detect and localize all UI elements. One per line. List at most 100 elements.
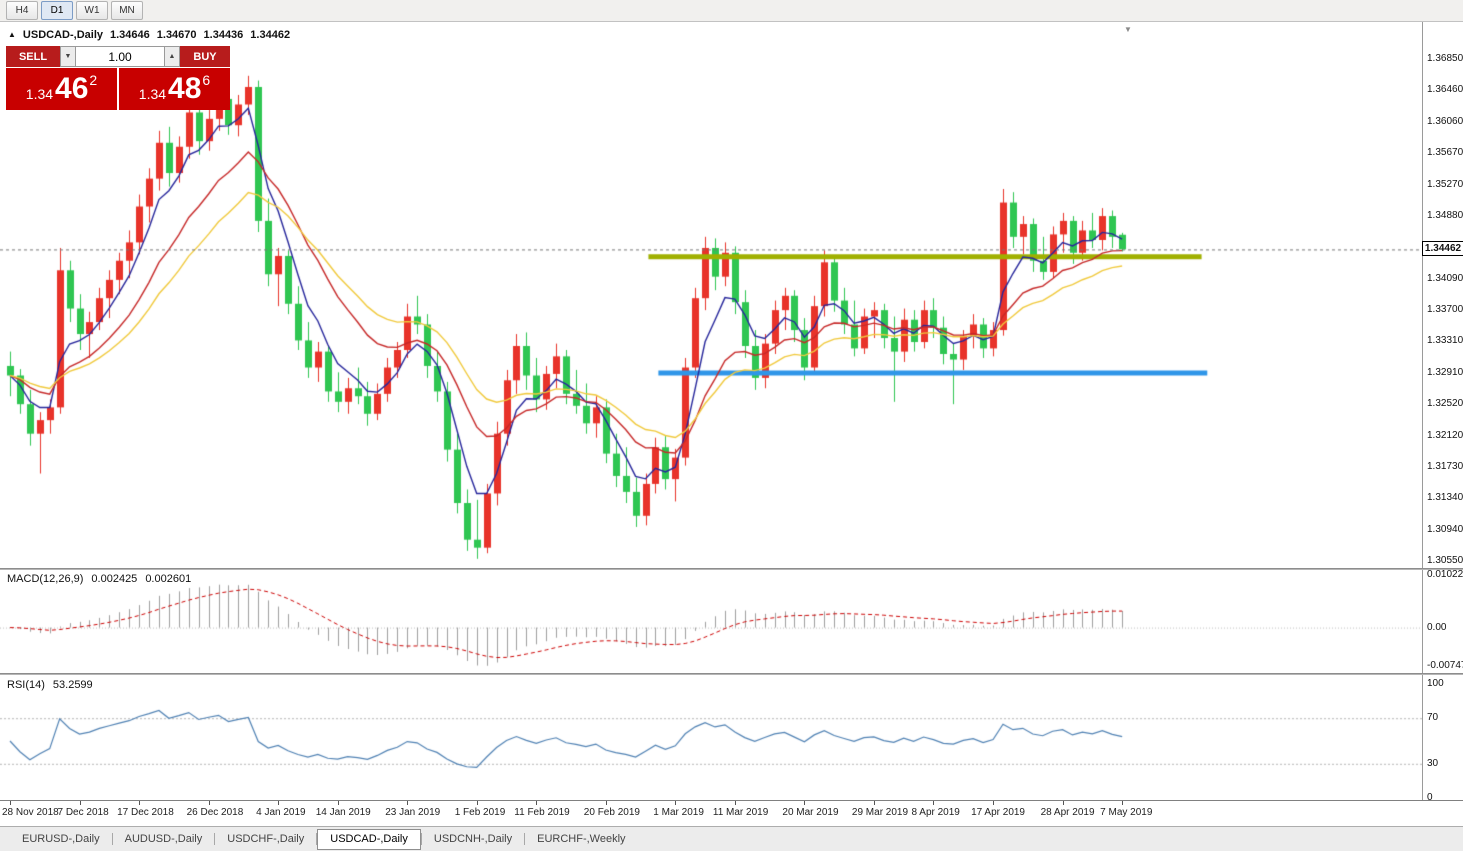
time-axis-label: 1 Mar 2019 — [653, 807, 704, 818]
time-axis-label: 26 Dec 2018 — [186, 807, 244, 818]
price-scale-tick: 1.32120 — [1427, 430, 1463, 442]
panel-splitter[interactable] — [0, 568, 1463, 570]
volume-input[interactable] — [76, 46, 164, 67]
chart-tab-eurchf[interactable]: EURCHF-,Weekly — [537, 832, 626, 845]
time-axis-label: 20 Mar 2019 — [782, 807, 839, 818]
chart-tab-usdcad[interactable]: USDCAD-,Daily — [317, 828, 421, 850]
timeframe-button-d1[interactable]: D1 — [41, 1, 73, 20]
price-scale-tick: 1.35670 — [1427, 147, 1463, 159]
time-axis-tick — [993, 801, 995, 805]
time-axis-tick — [804, 801, 806, 805]
time-axis-label: 17 Dec 2018 — [117, 807, 174, 818]
chart-title: ▲ USDCAD-,Daily 1.34646 1.34670 1.34436 … — [8, 29, 290, 41]
time-axis-tick — [605, 801, 607, 805]
price-scale-tick: 1.31340 — [1427, 492, 1463, 504]
price-scale-tick: 1.34880 — [1427, 210, 1463, 222]
one-click-trading-panel: SELL ▼ ▲ BUY 1.34 46 2 1.34 48 6 — [6, 46, 230, 110]
price-scale-tick: 1.33700 — [1427, 304, 1463, 316]
time-axis-tick — [873, 801, 875, 805]
collapse-triangle-icon[interactable]: ▲ — [8, 29, 16, 39]
price-scale-separator — [1422, 22, 1423, 800]
buy-price-panel[interactable]: 1.34 48 6 — [119, 68, 230, 110]
panel-splitter[interactable] — [0, 673, 1463, 675]
tab-separator — [214, 833, 216, 845]
buy-button[interactable]: BUY — [180, 46, 230, 67]
tab-separator — [524, 833, 526, 845]
rsi-scale-tick: 30 — [1427, 757, 1439, 769]
macd-scale-tick: 0.00 — [1427, 621, 1447, 633]
tab-separator — [111, 833, 113, 845]
macd-indicator-label: MACD(12,26,9) 0.002425 0.002601 — [7, 573, 191, 585]
time-axis-tick — [10, 801, 11, 805]
price-scale-tick: 1.30550 — [1427, 555, 1463, 567]
buy-price-pips: 48 — [168, 72, 202, 105]
time-axis-tick — [278, 801, 280, 805]
timeframe-toolbar: H4 D1 W1 MN — [0, 0, 1463, 22]
time-axis[interactable]: 28 Nov 2018 7 Dec 2018 17 Dec 2018 26 Dec 2… — [0, 801, 1463, 826]
ohlc-low: 1.34436 — [203, 29, 244, 41]
volume-dropdown-arrow-icon[interactable]: ▼ — [60, 46, 76, 67]
time-axis-tick — [337, 801, 339, 805]
time-axis-label: 11 Mar 2019 — [712, 807, 769, 818]
price-scale-tick: 1.31730 — [1427, 461, 1463, 473]
volume-step-up-icon[interactable]: ▲ — [164, 46, 180, 67]
time-axis-label: 29 Mar 2019 — [851, 807, 909, 818]
price-scale-tick: 1.30940 — [1427, 524, 1463, 536]
chart-tab-eurusd[interactable]: EURUSD-,Daily — [22, 832, 100, 845]
chart-symbol-period: USDCAD-,Daily — [22, 29, 103, 41]
price-scale-tick: 1.36460 — [1427, 84, 1463, 96]
chart-shift-marker-icon[interactable]: ▼ — [1124, 25, 1132, 34]
chart-tab-usdcnh[interactable]: USDCNH-,Daily — [433, 832, 513, 845]
time-axis-tick — [139, 801, 141, 805]
tab-separator — [316, 833, 318, 845]
buy-price-fraction: 6 — [202, 72, 211, 88]
time-axis-label: 4 Jan 2019 — [256, 807, 306, 818]
price-scale-tick: 1.36060 — [1427, 116, 1463, 128]
time-axis-tick — [407, 801, 409, 805]
time-axis-label: 1 Feb 2019 — [454, 807, 506, 818]
chart-canvas[interactable] — [0, 22, 1422, 800]
macd-scale-tick: -0.007477 — [1427, 660, 1463, 671]
time-axis-tick — [933, 801, 935, 805]
chart-tab-usdchf[interactable]: USDCHF-,Daily — [227, 832, 305, 845]
rsi-scale-tick: 70 — [1427, 712, 1439, 724]
time-axis-border — [0, 800, 1463, 801]
price-scale-tick: 1.32520 — [1427, 398, 1463, 410]
sell-price-prefix: 1.34 — [25, 86, 54, 102]
price-scale-tick: 1.35270 — [1427, 179, 1463, 190]
timeframe-button-mn[interactable]: MN — [111, 1, 143, 20]
time-axis-tick — [79, 801, 81, 805]
chart-tab-bar: EURUSD-,Daily AUDUSD-,Daily USDCHF-,Daily U… — [0, 826, 1463, 851]
timeframe-button-w1[interactable]: W1 — [76, 1, 108, 20]
price-scale-tick: 1.34090 — [1427, 273, 1463, 285]
ohlc-high: 1.34670 — [156, 29, 197, 41]
price-scale-tick: 1.33310 — [1427, 335, 1463, 347]
time-axis-label: 17 Apr 2019 — [971, 807, 1025, 818]
time-axis-label: 11 Feb 2019 — [514, 807, 570, 818]
time-axis-label: 8 Apr 2019 — [911, 807, 960, 818]
time-axis-label: 23 Jan 2019 — [385, 807, 441, 818]
sell-button[interactable]: SELL — [6, 46, 60, 67]
sell-price-panel[interactable]: 1.34 46 2 — [6, 68, 117, 110]
rsi-scale-tick: 100 — [1427, 678, 1444, 689]
macd-main-value: 0.002425 — [91, 573, 138, 585]
macd-name: MACD(12,26,9) — [7, 573, 84, 585]
time-axis-tick — [1122, 801, 1124, 805]
chart-region: ▲ USDCAD-,Daily 1.34646 1.34670 1.34436 … — [0, 22, 1463, 803]
time-axis-label: 7 May 2019 — [1100, 807, 1153, 818]
chart-tab-audusd[interactable]: AUDUSD-,Daily — [124, 832, 203, 845]
ohlc-open: 1.34646 — [110, 29, 150, 41]
time-axis-label: 14 Jan 2019 — [315, 807, 371, 818]
rsi-indicator-label: RSI(14) 53.2599 — [7, 679, 93, 691]
sell-price-fraction: 2 — [89, 72, 98, 88]
time-axis-tick — [1062, 801, 1064, 805]
time-axis-tick — [734, 801, 736, 805]
sell-price-pips: 46 — [55, 72, 89, 105]
price-scale-tick: 1.36850 — [1427, 53, 1463, 65]
rsi-scale-tick: 0 — [1427, 792, 1433, 803]
timeframe-button-h4[interactable]: H4 — [6, 1, 38, 20]
rsi-name: RSI(14) — [7, 679, 45, 691]
buy-price-prefix: 1.34 — [138, 86, 167, 102]
time-axis-label: 7 Dec 2018 — [57, 807, 109, 818]
macd-signal-value: 0.002601 — [145, 573, 192, 585]
